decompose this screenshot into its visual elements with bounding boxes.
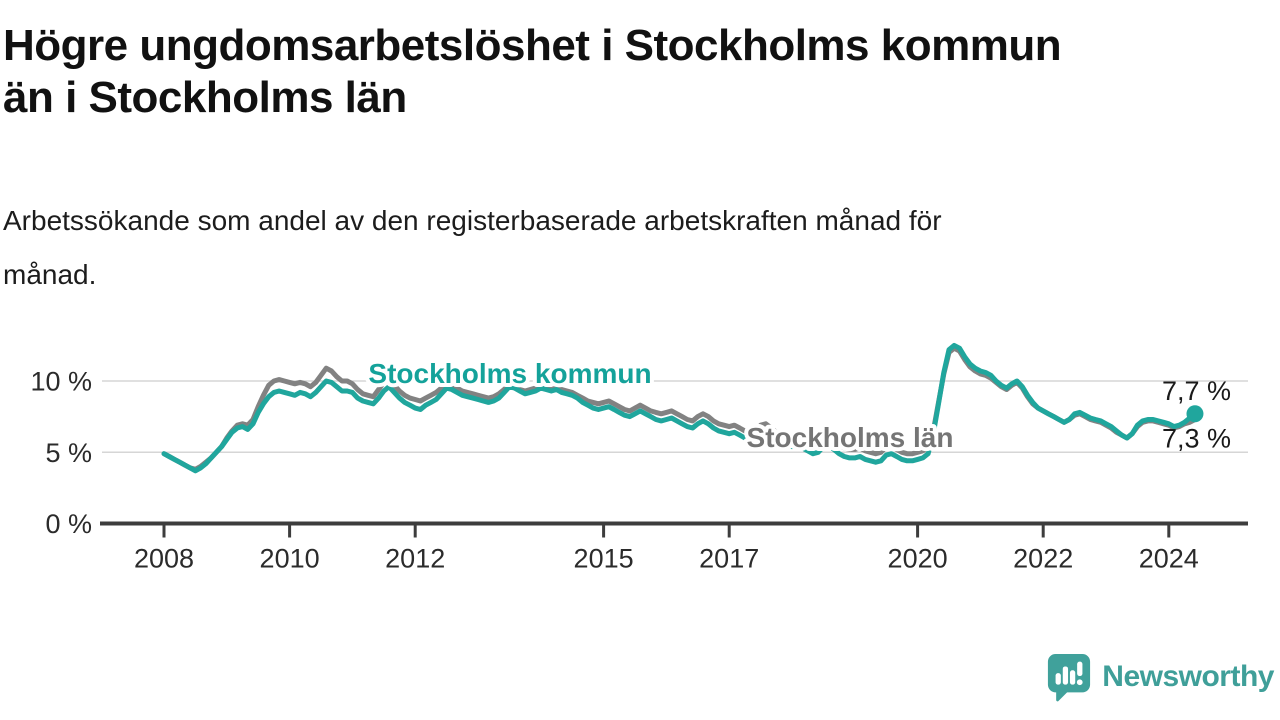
exclamation-bar — [1077, 661, 1083, 677]
x-axis-tick-label: 2017 — [699, 544, 759, 574]
newsworthy-logo-icon — [1048, 654, 1091, 702]
exclamation-dot — [1077, 679, 1083, 686]
unemployment-line-chart: 0 % 5 % 10 % 2008 2010 2012 2015 2017 2020 2022 20… — [0, 300, 1280, 610]
y-axis-label: 5 % — [45, 438, 92, 468]
x-axis-tick-label: 2020 — [888, 544, 948, 574]
x-axis-tick-label: 2010 — [260, 544, 320, 574]
x-axis-tick-label: 2015 — [574, 544, 634, 574]
bar-small — [1055, 673, 1062, 685]
y-axis-label: 10 % — [30, 367, 92, 397]
x-axis-tick-label: 2022 — [1013, 544, 1073, 574]
page-title: Högre ungdomsarbetslöshet i Stockholms k… — [3, 21, 1062, 122]
latest-value-dot — [1186, 405, 1204, 423]
brand-footer: Newsworthy — [1046, 652, 1274, 702]
series-line-kommun — [161, 342, 1198, 474]
speech-bubble-shape — [1048, 654, 1091, 702]
chart-canvas: 0 % 5 % 10 % 2008 2010 2012 2015 2017 2020 2022 20… — [30, 342, 1248, 574]
x-axis-tick-label: 2024 — [1139, 544, 1199, 574]
bar-medium — [1070, 670, 1076, 685]
chart-subtitle: Arbetssökande som andel av den registerb… — [3, 205, 942, 290]
brand-name: Newsworthy — [1102, 660, 1274, 693]
bar-tall — [1063, 666, 1069, 685]
x-axis-tick-label: 2012 — [385, 544, 445, 574]
y-axis-label: 0 % — [45, 509, 92, 539]
series-label-kommun: Stockholms kommun — [368, 358, 651, 389]
x-axis-tick-label: 2008 — [134, 544, 194, 574]
end-value-label-kommun: 7,7 % — [1162, 376, 1231, 406]
series-label-lan: Stockholms län — [747, 422, 954, 453]
end-value-label-lan: 7,3 % — [1162, 423, 1231, 453]
